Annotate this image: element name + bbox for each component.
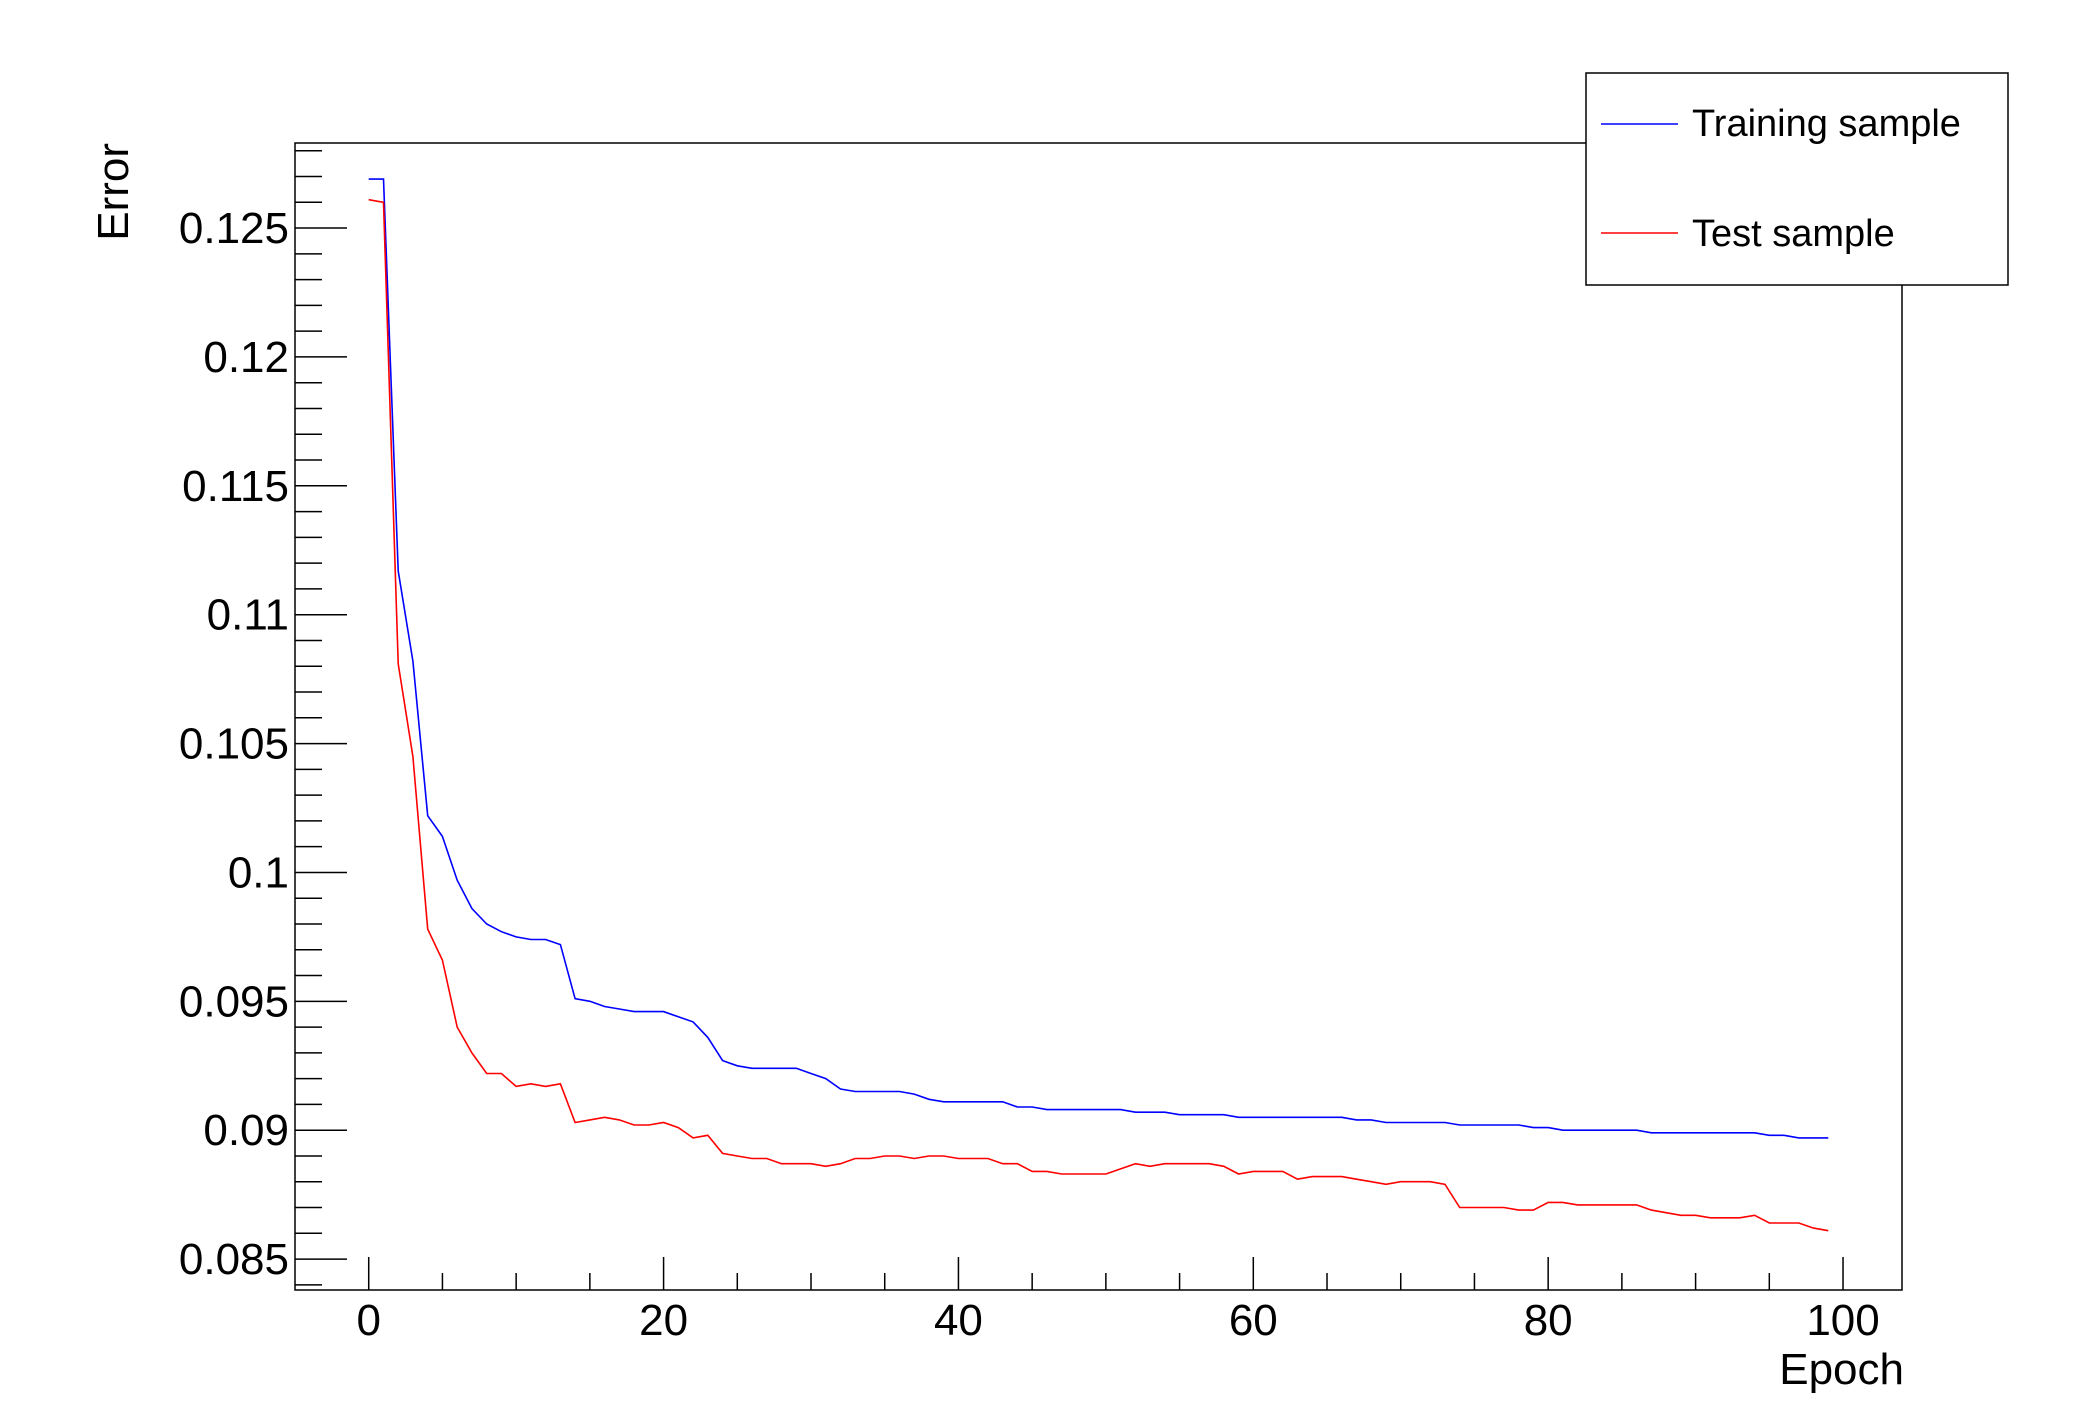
series-lines (368, 178, 1829, 1232)
legend: Training sample Test sample (1585, 72, 2009, 286)
x-tick-label: 100 (1806, 1296, 1879, 1345)
x-tick-label: 20 (639, 1296, 688, 1345)
test-sample-line (368, 198, 1829, 1232)
y-tick-label: 0.09 (203, 1106, 289, 1155)
y-tick-label: 0.1 (228, 848, 289, 897)
y-tick-label: 0.11 (207, 591, 289, 640)
legend-label-training: Training sample (1692, 103, 1961, 145)
x-tick-label: 40 (934, 1296, 983, 1345)
x-axis-ticks (367, 1257, 1844, 1290)
x-axis-title: Epoch (1779, 1345, 1904, 1394)
x-tick-label: 80 (1524, 1296, 1573, 1345)
y-tick-label: 0.095 (179, 977, 289, 1026)
y-axis-ticks (295, 149, 347, 1286)
y-axis-tick-labels: 0.085 0.09 0.095 0.1 0.105 0.11 0.115 0.12 0.125 (179, 204, 289, 1284)
x-axis-tick-labels: 0 20 40 60 80 100 (356, 1296, 1879, 1345)
plot-frame (294, 142, 1903, 1291)
y-tick-label: 0.12 (203, 333, 289, 382)
y-axis-title: Error (89, 143, 138, 241)
legend-box (1585, 72, 2009, 286)
y-tick-label: 0.105 (179, 720, 289, 769)
y-tick-label: 0.125 (179, 204, 289, 253)
x-tick-label: 60 (1229, 1296, 1278, 1345)
training-sample-line (368, 178, 1829, 1139)
y-tick-label: 0.085 (179, 1235, 289, 1284)
y-tick-label: 0.115 (182, 462, 289, 511)
x-tick-label: 0 (356, 1296, 380, 1345)
legend-label-test: Test sample (1692, 213, 1895, 255)
